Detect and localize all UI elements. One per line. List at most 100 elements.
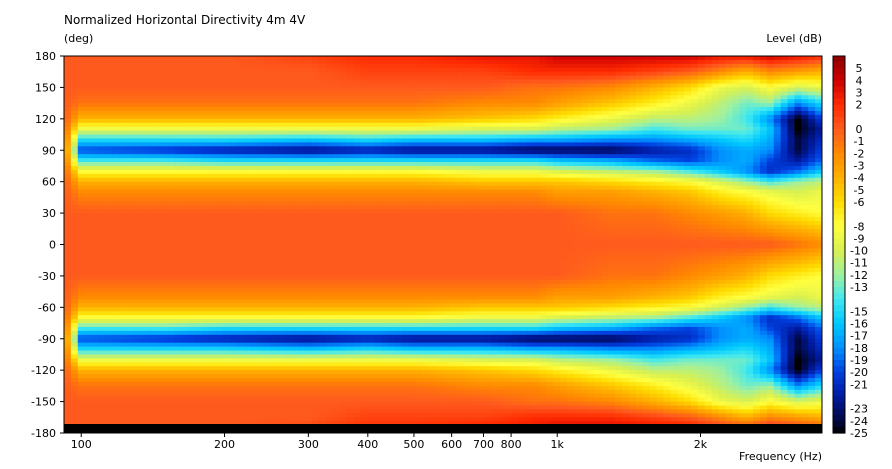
heatmap-cell — [325, 346, 334, 352]
heatmap-cell — [215, 354, 224, 359]
heatmap-cell — [346, 138, 355, 143]
heatmap-cell — [394, 299, 403, 305]
heatmap-cell — [64, 374, 72, 379]
heatmap-cell — [353, 397, 361, 403]
heatmap-cell — [387, 393, 396, 399]
heatmap-cell — [387, 421, 396, 426]
heatmap-cell — [305, 220, 313, 226]
heatmap-cell — [394, 311, 403, 316]
heatmap-cell — [353, 91, 361, 96]
heatmap-cell — [208, 260, 217, 265]
heatmap-cell — [188, 378, 196, 383]
heatmap-cell — [208, 311, 217, 316]
heatmap-cell — [160, 146, 168, 151]
heatmap-cell — [387, 114, 396, 120]
heatmap-cell — [84, 79, 93, 85]
heatmap-cell — [153, 248, 162, 253]
heatmap-cell — [167, 177, 175, 183]
heatmap-cell — [270, 130, 279, 136]
heatmap-cell — [222, 83, 230, 89]
heatmap-cell — [394, 291, 403, 297]
heatmap-cell — [174, 165, 182, 171]
heatmap-cell — [119, 374, 127, 379]
heatmap-cell — [250, 95, 258, 100]
heatmap-cell — [167, 142, 175, 147]
heatmap-cell — [126, 295, 134, 301]
heatmap-cell — [305, 385, 313, 391]
heatmap-cell — [250, 307, 258, 312]
heatmap-cell — [256, 154, 265, 159]
heatmap-cell — [394, 240, 403, 246]
heatmap-cell — [277, 330, 286, 336]
heatmap-cell — [229, 393, 237, 399]
heatmap-cell — [346, 181, 355, 187]
heatmap-cell — [119, 130, 127, 136]
heatmap-cell — [312, 71, 320, 77]
heatmap-cell — [91, 177, 100, 183]
heatmap-cell — [270, 405, 279, 411]
heatmap-cell — [181, 134, 189, 140]
heatmap-cell — [243, 362, 251, 367]
heatmap-cell — [401, 330, 410, 336]
heatmap-cell — [250, 130, 258, 136]
heatmap-cell — [332, 417, 341, 422]
heatmap-cell — [153, 154, 162, 159]
heatmap-cell — [312, 413, 320, 418]
heatmap-cell — [181, 315, 189, 320]
heatmap-cell — [84, 397, 93, 403]
heatmap-cell — [387, 185, 396, 191]
heatmap-cell — [243, 67, 251, 73]
heatmap-cell — [153, 299, 162, 305]
heatmap-cell — [284, 330, 292, 336]
heatmap-cell — [119, 421, 127, 426]
heatmap-cell — [270, 291, 279, 297]
heatmap-cell — [132, 193, 141, 198]
heatmap-cell — [318, 71, 327, 77]
heatmap-cell — [98, 205, 106, 210]
heatmap-cell — [126, 217, 134, 222]
heatmap-cell — [188, 173, 196, 179]
heatmap-cell — [346, 122, 355, 128]
heatmap-cell — [318, 350, 327, 356]
heatmap-cell — [408, 421, 417, 426]
heatmap-cell — [305, 165, 313, 171]
heatmap-cell — [98, 209, 106, 214]
heatmap-cell — [208, 279, 217, 285]
heatmap-cell — [153, 303, 162, 308]
heatmap-cell — [153, 110, 162, 116]
heatmap-cell — [415, 83, 423, 89]
heatmap-cell — [208, 197, 217, 202]
heatmap-cell — [236, 311, 244, 316]
heatmap-cell — [291, 307, 299, 312]
heatmap-cell — [222, 79, 230, 85]
heatmap-cell — [119, 134, 127, 140]
heatmap-cell — [374, 401, 382, 407]
heatmap-cell — [160, 189, 168, 195]
heatmap-cell — [270, 75, 279, 81]
heatmap-cell — [401, 389, 410, 395]
heatmap-cell — [339, 291, 348, 297]
heatmap-cell — [360, 110, 368, 116]
heatmap-cell — [346, 358, 355, 363]
heatmap-cell — [208, 295, 217, 301]
heatmap-cell — [215, 63, 224, 69]
heatmap-cell — [394, 342, 403, 348]
heatmap-cell — [374, 228, 382, 234]
heatmap-cell — [277, 358, 286, 363]
heatmap-cell — [153, 114, 162, 120]
heatmap-cell — [318, 193, 327, 198]
heatmap-cell — [201, 114, 210, 120]
heatmap-cell — [270, 275, 279, 281]
heatmap-cell — [325, 378, 334, 383]
heatmap-cell — [312, 114, 320, 120]
heatmap-cell — [401, 319, 410, 324]
heatmap-cell — [305, 256, 313, 261]
heatmap-cell — [84, 342, 93, 348]
heatmap-cell — [263, 67, 272, 73]
heatmap-cell — [181, 236, 189, 242]
heatmap-cell — [236, 67, 244, 73]
heatmap-cell — [236, 138, 244, 143]
heatmap-cell — [277, 389, 286, 395]
heatmap-cell — [387, 220, 396, 226]
heatmap-cell — [153, 342, 162, 348]
